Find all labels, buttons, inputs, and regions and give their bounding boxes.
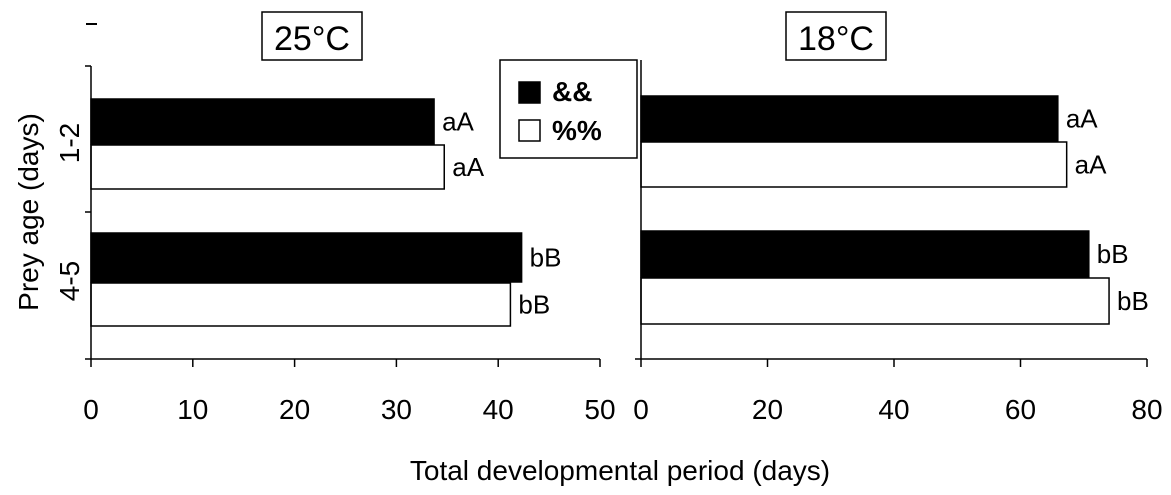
bar-1-2-series-2	[640, 141, 1068, 188]
y-axis-label: Prey age (days)	[13, 113, 44, 311]
data-label: aA	[442, 107, 474, 137]
panel-title: 25°C	[274, 20, 350, 58]
legend-swatch-open	[518, 119, 541, 142]
bar-1-2-series-2	[90, 144, 445, 190]
data-label: bB	[1097, 239, 1129, 269]
x-tick-label: 10	[177, 394, 208, 425]
x-axis-label: Total developmental period (days)	[410, 455, 830, 486]
x-tick-label: 30	[381, 394, 412, 425]
x-tick-label: 0	[633, 394, 649, 425]
panel-18c: 18°C aA aA bB bB 0 20 40 60 80	[633, 11, 1163, 425]
x-tick-label: 20	[752, 394, 783, 425]
data-label: bB	[518, 290, 550, 320]
bar-4-5-series-1	[90, 232, 523, 283]
x-tick-label: 60	[1005, 394, 1036, 425]
bar-4-5-series-2	[640, 277, 1110, 325]
data-label: aA	[452, 152, 484, 182]
bar-4-5-series-1	[640, 230, 1090, 278]
x-tick-label: 40	[483, 394, 514, 425]
legend-label-open: %%	[552, 115, 602, 146]
data-label: aA	[1066, 104, 1098, 134]
category-label-1-2: 1-2	[54, 123, 85, 163]
data-label: bB	[1117, 286, 1149, 316]
x-tick-label: 0	[83, 394, 99, 425]
x-tick-label: 40	[878, 394, 909, 425]
legend: && %%	[499, 59, 638, 159]
x-tick-label: 20	[279, 394, 310, 425]
panel-25c: 25°C 1-2 4-5 aA aA bB bB 0 10 20 30 40 50	[54, 11, 616, 425]
bar-1-2-series-1	[640, 95, 1059, 142]
data-label: aA	[1075, 150, 1107, 180]
panel-title-box: 18°C	[785, 11, 887, 61]
panel-title: 18°C	[798, 20, 874, 58]
category-label-4-5: 4-5	[54, 261, 85, 301]
legend-label-filled: &&	[552, 76, 592, 107]
panel-title-box: 25°C	[261, 11, 363, 61]
data-label: bB	[530, 243, 562, 273]
legend-swatch-filled	[518, 81, 541, 104]
bar-1-2-series-1	[90, 98, 435, 145]
x-tick-label: 80	[1131, 394, 1162, 425]
x-tick-label: 50	[584, 394, 615, 425]
bar-4-5-series-2	[90, 282, 512, 327]
